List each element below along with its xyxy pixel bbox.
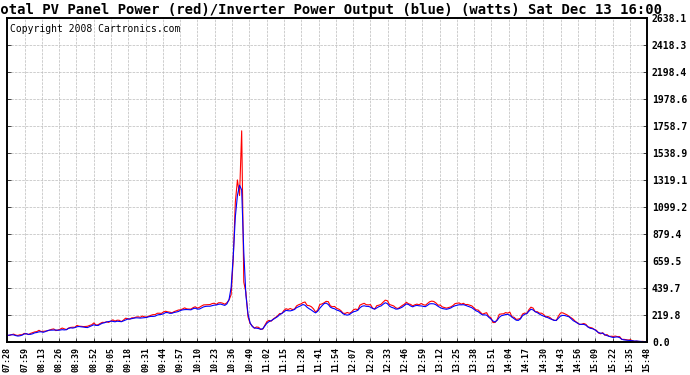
- Text: Copyright 2008 Cartronics.com: Copyright 2008 Cartronics.com: [10, 24, 181, 34]
- Title: Total PV Panel Power (red)/Inverter Power Output (blue) (watts) Sat Dec 13 16:00: Total PV Panel Power (red)/Inverter Powe…: [0, 3, 662, 17]
